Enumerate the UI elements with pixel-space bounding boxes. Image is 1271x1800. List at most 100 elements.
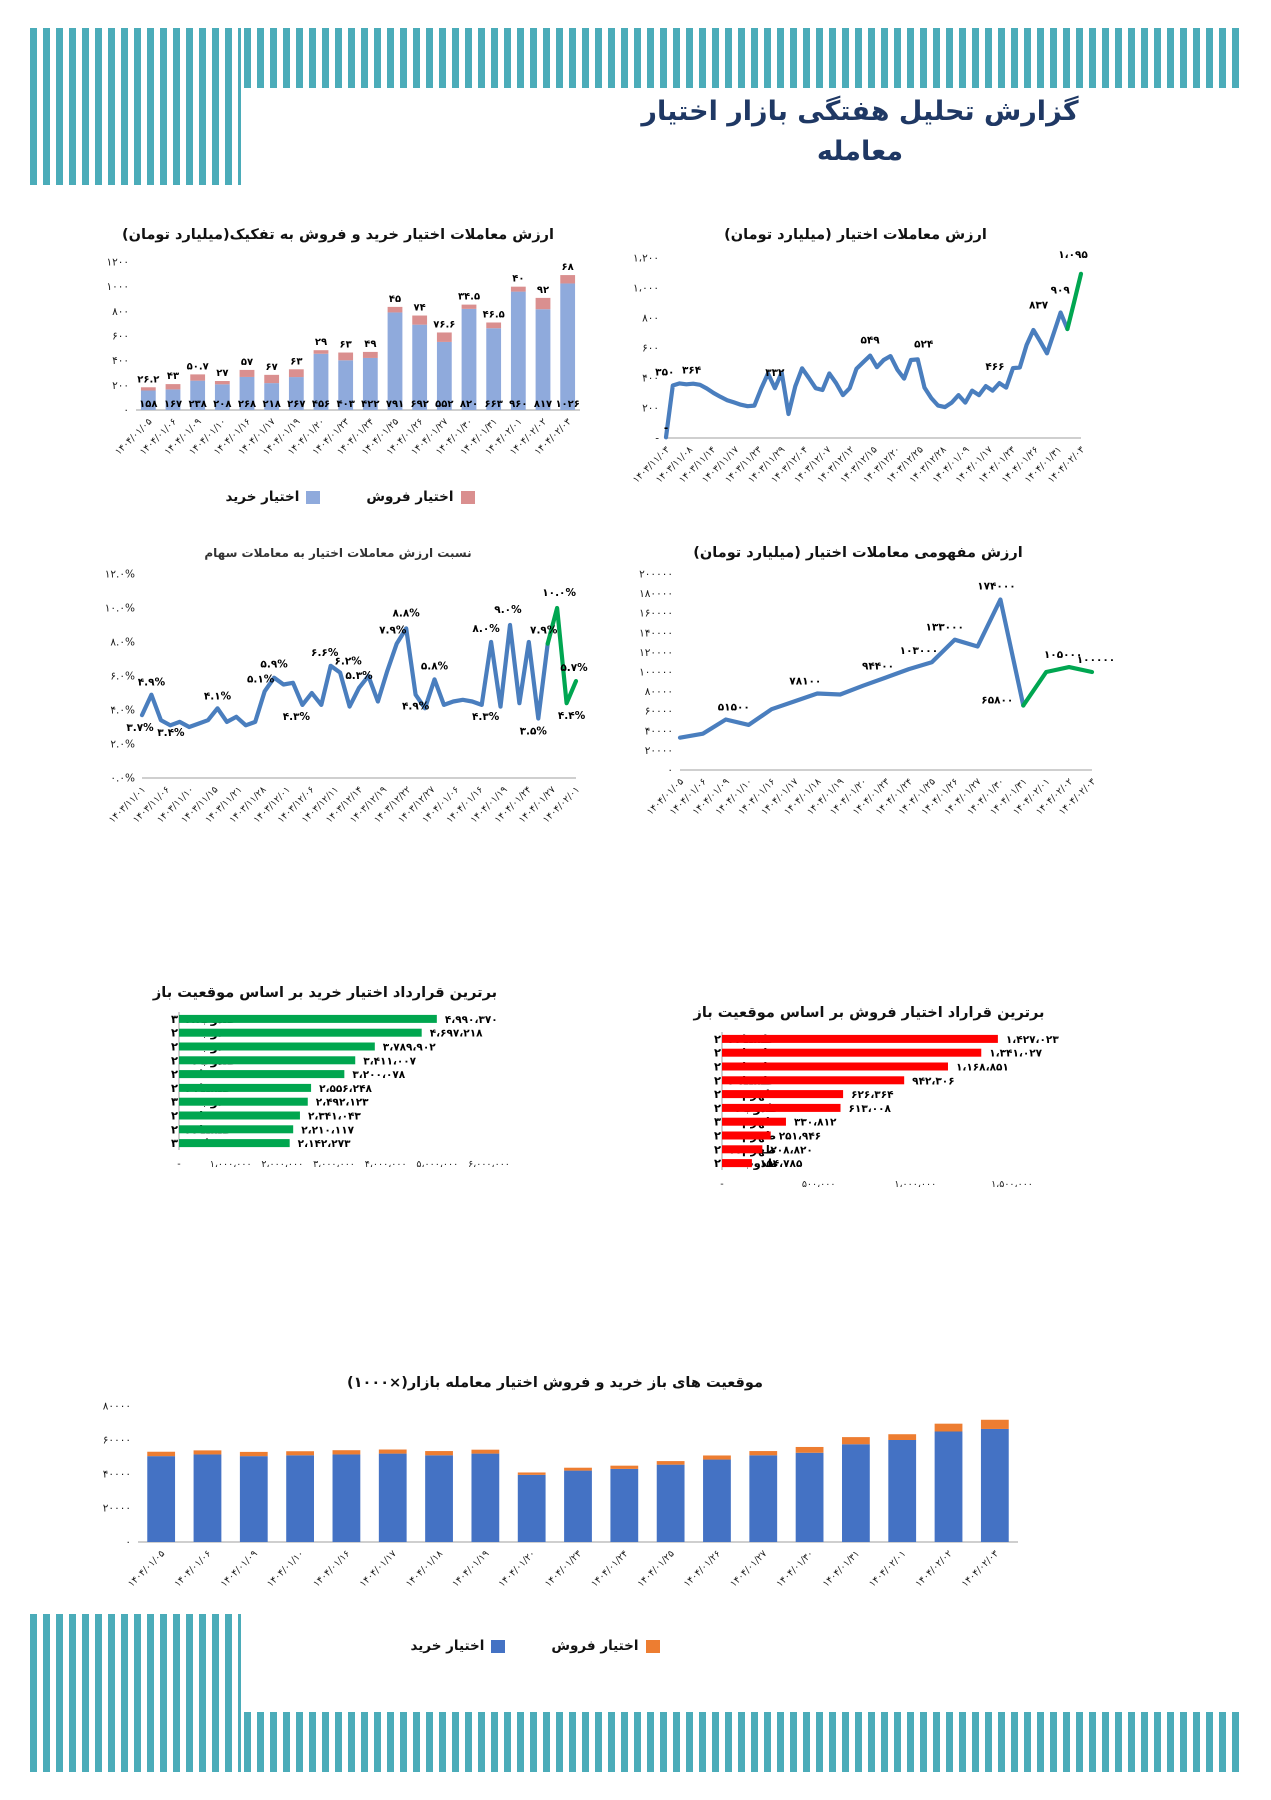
svg-text:۱۲.۰%: ۱۲.۰%: [105, 569, 135, 581]
svg-text:۲،۵۵۶،۲۴۸: ۲،۵۵۶،۲۴۸: [319, 1083, 372, 1095]
svg-text:۱۴۰۴/۰۱/۱۷: ۱۴۰۴/۰۱/۱۷: [358, 1548, 399, 1589]
top-puts-canvas: طستا۲۰۴۲۱،۴۲۷،۰۲۳طستا۲۰۴۰۱،۳۴۱،۰۲۷طستا۲۰…: [714, 1032, 1059, 1190]
chart-open-interest: موقعیت های باز خرید و فروش اختیار معامله…: [80, 1372, 1030, 1628]
svg-text:۵۰۰،۰۰۰: ۵۰۰،۰۰۰: [802, 1179, 836, 1190]
svg-text:۹۴۲،۳۰۶: ۹۴۲،۳۰۶: [912, 1075, 954, 1087]
svg-text:۳۳۲: ۳۳۲: [765, 367, 785, 379]
svg-text:۴.۹%: ۴.۹%: [138, 677, 166, 689]
svg-text:۵۴۹: ۵۴۹: [860, 335, 880, 347]
svg-text:۳۴.۵: ۳۴.۵: [458, 292, 480, 303]
chart-open-interest-title: موقعیت های باز خرید و فروش اختیار معامله…: [347, 1375, 763, 1391]
top-stripe-band: [244, 28, 1242, 88]
svg-text:۵.۱%: ۵.۱%: [247, 673, 275, 685]
svg-text:۰.۰%: ۰.۰%: [110, 773, 135, 785]
svg-text:۶۵۸۰۰: ۶۵۸۰۰: [981, 695, 1013, 707]
svg-text:۲۰۰: ۲۰۰: [112, 380, 129, 392]
svg-text:۱،۳۴۱،۰۲۷: ۱،۳۴۱،۰۲۷: [989, 1048, 1042, 1060]
page-title: گزارش تحلیل هفتگی بازار اختیار معامله: [600, 92, 1120, 172]
svg-text:۶۳: ۶۳: [290, 356, 302, 367]
svg-text:۱،۰۰۰،۰۰۰: ۱،۰۰۰،۰۰۰: [894, 1179, 936, 1190]
svg-text:۵۰.۷: ۵۰.۷: [187, 361, 209, 372]
svg-text:۶.۶%: ۶.۶%: [311, 647, 339, 659]
svg-text:۲۰۸: ۲۰۸: [213, 399, 231, 410]
svg-text:۸۰۰: ۸۰۰: [112, 306, 129, 318]
svg-text:۲۰۸،۸۲۰: ۲۰۸،۸۲۰: [770, 1144, 812, 1156]
svg-text:۱۴۰۴/۰۱/۱۶: ۱۴۰۴/۰۱/۱۶: [311, 1548, 352, 1589]
chart-top-calls: برترین قرارداد اختیار خرید بر اساس موقعی…: [75, 982, 575, 1178]
svg-text:۳.۴%: ۳.۴%: [157, 727, 185, 739]
svg-text:۲.۰%: ۲.۰%: [110, 739, 135, 751]
svg-text:۴.۳%: ۴.۳%: [472, 711, 500, 723]
svg-text:۵.۷%: ۵.۷%: [560, 662, 588, 674]
svg-text:۱،۰۰۰،۰۰۰: ۱،۰۰۰،۰۰۰: [210, 1159, 252, 1170]
legend-oi-buy-label: اختیار خرید: [410, 1638, 485, 1654]
svg-text:۲۰۰۰۰: ۲۰۰۰۰: [103, 1503, 131, 1515]
svg-text:۴،۹۹۰،۳۷۰: ۴،۹۹۰،۳۷۰: [445, 1014, 498, 1026]
svg-text:۸۳۷: ۸۳۷: [1029, 299, 1049, 311]
top-left-stripe-block: [30, 28, 241, 185]
svg-text:۳۳۰،۸۱۲: ۳۳۰،۸۱۲: [794, 1117, 837, 1129]
svg-text:۲۷: ۲۷: [216, 368, 228, 379]
svg-text:۲۵۱،۹۴۶: ۲۵۱،۹۴۶: [779, 1131, 821, 1143]
svg-text:۳.۷%: ۳.۷%: [126, 722, 154, 734]
svg-text:۴،۰۰۰،۰۰۰: ۴،۰۰۰،۰۰۰: [365, 1159, 407, 1170]
svg-text:۱۳۳۰۰۰: ۱۳۳۰۰۰: [925, 622, 963, 634]
svg-text:۵.۹%: ۵.۹%: [260, 659, 288, 671]
svg-text:۱۰۲۶: ۱۰۲۶: [555, 399, 579, 410]
svg-text:۱۴۰۴/۰۱/۲۰: ۱۴۰۴/۰۱/۲۰: [497, 1548, 538, 1589]
svg-text:۶،۰۰۰،۰۰۰: ۶،۰۰۰،۰۰۰: [468, 1159, 510, 1170]
svg-text:۵۲۴: ۵۲۴: [914, 338, 934, 350]
svg-text:۱۴۰۴/۰۱/۲۵: ۱۴۰۴/۰۱/۲۵: [636, 1548, 677, 1589]
page-title-line2: معامله: [816, 136, 904, 167]
chart-trade-value-split: ارزش معاملات اختیار خرید و فروش به تفکیک…: [88, 224, 588, 480]
legend-item-sell: اختیار فروش: [366, 489, 475, 505]
svg-text:۲۱۸: ۲۱۸: [263, 399, 281, 410]
svg-text:-: -: [664, 422, 668, 434]
svg-text:۹.۰%: ۹.۰%: [494, 604, 522, 616]
svg-text:۶۳: ۶۳: [340, 340, 352, 351]
svg-text:۴،۶۹۷،۲۱۸: ۴،۶۹۷،۲۱۸: [430, 1028, 483, 1040]
chart-notional-title: ارزش مفهومی معاملات اختیار (میلیارد توما…: [693, 545, 1023, 561]
chart-top-puts-title: برترین قراراد اختیار فروش بر اساس موقعیت…: [693, 1005, 1045, 1021]
chart-top-calls-title: برترین قرارداد اختیار خرید بر اساس موقعی…: [152, 985, 498, 1001]
svg-text:۱۴۰۴/۰۱/۰۶: ۱۴۰۴/۰۱/۰۶: [172, 1548, 213, 1589]
page-title-line1: گزارش تحلیل هفتگی بازار اختیار: [641, 96, 1079, 127]
svg-text:۴۰: ۴۰: [512, 274, 524, 285]
svg-text:۱۰.۰%: ۱۰.۰%: [105, 603, 135, 615]
svg-text:۳،۷۸۹،۹۰۲: ۳،۷۸۹،۹۰۲: [383, 1042, 436, 1054]
svg-text:۴.۳%: ۴.۳%: [283, 711, 311, 723]
svg-text:۶.۲%: ۶.۲%: [334, 656, 362, 668]
svg-text:۲۹: ۲۹: [315, 337, 327, 348]
sell-swatch-icon: [460, 490, 475, 504]
svg-text:۲۰۰: ۲۰۰: [642, 403, 659, 415]
svg-text:۸۰۰: ۸۰۰: [642, 313, 659, 325]
svg-text:۱،۴۲۷،۰۲۳: ۱،۴۲۷،۰۲۳: [1006, 1034, 1059, 1046]
svg-text:۴۰۰۰۰: ۴۰۰۰۰: [103, 1469, 131, 1481]
svg-text:۶۰۰۰۰: ۶۰۰۰۰: [103, 1435, 131, 1447]
svg-text:۳،۲۰۰،۰۷۸: ۳،۲۰۰،۰۷۸: [352, 1069, 405, 1081]
svg-text:۰: ۰: [667, 765, 673, 777]
legend-item-oi-buy: اختیار خرید: [410, 1638, 506, 1654]
svg-text:۱۴۰۴/۰۱/۱۹: ۱۴۰۴/۰۱/۱۹: [450, 1548, 491, 1589]
svg-text:۲،۲۱۰،۱۱۷: ۲،۲۱۰،۱۱۷: [301, 1124, 354, 1136]
svg-text:۹۶۰: ۹۶۰: [509, 399, 527, 410]
chart-trade-value: ارزش معاملات اختیار (میلیارد تومان) ۱،۲۰…: [608, 224, 1103, 510]
svg-text:۲،۰۰۰،۰۰۰: ۲،۰۰۰،۰۰۰: [261, 1159, 303, 1170]
svg-text:۱۵۴،۷۸۵: ۱۵۴،۷۸۵: [760, 1158, 803, 1170]
svg-text:۱۰۰۰: ۱۰۰۰: [106, 281, 129, 293]
svg-text:۴.۰%: ۴.۰%: [110, 705, 135, 717]
trade-value-split-canvas: ۱۲۰۰ ۱۰۰۰ ۸۰۰ ۶۰۰ ۴۰۰ ۲۰۰ ۰ ۱۵۸ ۲۶.۲ ۱۶۷ ۴۳ ۲۳۸ ۵۰.۷…: [106, 257, 580, 458]
svg-text:۹۰۹: ۹۰۹: [1051, 285, 1071, 297]
svg-text:۹۴۴۰۰: ۹۴۴۰۰: [862, 660, 894, 672]
svg-text:۴۰۳: ۴۰۳: [337, 399, 355, 410]
bottom-left-stripe-block: [30, 1614, 241, 1772]
bottom-stripe-band: [244, 1712, 1242, 1772]
legend-bottom: اختیار خرید اختیار فروش: [300, 1638, 770, 1654]
svg-text:۶۰۰: ۶۰۰: [642, 343, 659, 355]
top-calls-canvas: ضذوب۳۰۳۸۴،۹۹۰،۳۷۰ضذوب۲۰۰۳۴،۶۹۷،۲۱۸ضذوب۲۰…: [171, 1012, 510, 1170]
legend-item-buy: اختیار خرید: [225, 489, 321, 505]
legend-sell-label: اختیار فروش: [366, 489, 454, 505]
svg-text:۱۰۰۰۰۰: ۱۰۰۰۰۰: [639, 667, 673, 679]
